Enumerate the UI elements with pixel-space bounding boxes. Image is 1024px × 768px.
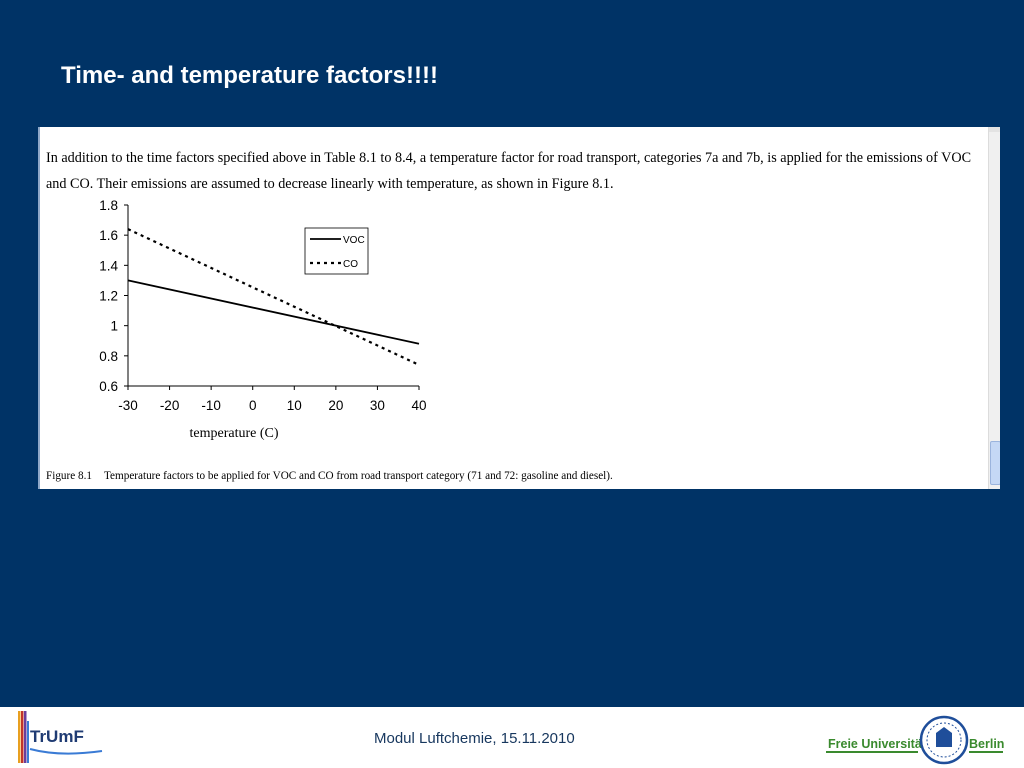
figure-caption: Figure 8.1 Temperature factors to be appl…	[46, 470, 613, 482]
fu-city-underline	[969, 751, 1003, 753]
chart-legend: VOC CO	[304, 227, 369, 275]
footer-text: Modul Luftchemie, 15.11.2010	[374, 730, 575, 747]
caption-text: Temperature factors to be applied for VO…	[104, 470, 613, 482]
voc-legend-label: VOC	[343, 235, 365, 246]
trumf-logo-text: TrUmF	[30, 727, 84, 746]
fu-name-text: Freie Universität	[828, 737, 927, 751]
x-tick-label: -20	[160, 398, 180, 413]
temperature-factor-chart: 0.6 0.8 1 1.2 1.4 1.6 1.8 -30 -20 -10 0 10 20 30 40 V…	[99, 198, 427, 441]
y-tick-label: 1.8	[99, 198, 118, 213]
caption-number: Figure 8.1	[46, 470, 92, 482]
y-tick-label: 0.8	[99, 349, 118, 364]
vertical-scrollbar[interactable]	[988, 127, 1000, 489]
trumf-bar-red	[21, 711, 24, 763]
x-axis-ticks: -30 -20 -10 0 10 20 30 40	[118, 386, 427, 413]
scroll-up-button[interactable]	[989, 127, 1000, 132]
y-tick-label: 1.2	[99, 289, 118, 304]
trumf-swoosh	[29, 748, 103, 755]
co-series-line	[127, 228, 420, 366]
x-tick-label: 0	[249, 398, 257, 413]
y-tick-label: 0.6	[99, 379, 118, 394]
x-tick-label: 20	[328, 398, 343, 413]
co-legend-label: CO	[343, 259, 358, 270]
fu-underline	[826, 751, 918, 753]
chart-axes	[127, 205, 419, 387]
fu-name-bg	[826, 737, 918, 751]
document-left-border	[38, 127, 40, 489]
x-tick-label: -30	[118, 398, 138, 413]
voc-series-line	[127, 279, 420, 345]
slide-footer: TrUmF Modul Luftchemie, 15.11.2010 Freie…	[0, 707, 1024, 768]
scrollbar-thumb[interactable]	[990, 441, 1000, 485]
x-tick-label: 30	[370, 398, 385, 413]
trumf-bar-orange	[18, 711, 21, 763]
slide-title: Time- and temperature factors!!!!	[61, 62, 438, 89]
chart-series	[127, 228, 420, 366]
trumf-logo: TrUmF	[18, 711, 103, 763]
y-tick-label: 1.6	[99, 228, 118, 243]
document-screenshot: In addition to the time factors specifie…	[38, 127, 1000, 489]
trumf-bar-blue	[27, 721, 29, 763]
y-tick-label: 1	[110, 319, 118, 334]
x-axis-label: temperature (C)	[189, 426, 278, 441]
x-tick-label: -10	[201, 398, 221, 413]
document-paragraph: In addition to the time factors specifie…	[46, 150, 972, 192]
trumf-bar-purple	[24, 711, 27, 763]
y-axis-ticks: 0.6 0.8 1 1.2 1.4 1.6 1.8	[99, 198, 128, 394]
fu-seal-ring	[926, 722, 962, 758]
x-tick-label: 10	[287, 398, 302, 413]
x-tick-label: 40	[411, 398, 426, 413]
y-tick-label: 1.4	[99, 258, 118, 273]
legend-box	[304, 227, 369, 275]
freie-universitaet-logo: Freie Universität Berlin	[826, 715, 1004, 765]
fu-city-text: Berlin	[969, 737, 1004, 751]
fu-seal-emblem	[936, 727, 952, 747]
